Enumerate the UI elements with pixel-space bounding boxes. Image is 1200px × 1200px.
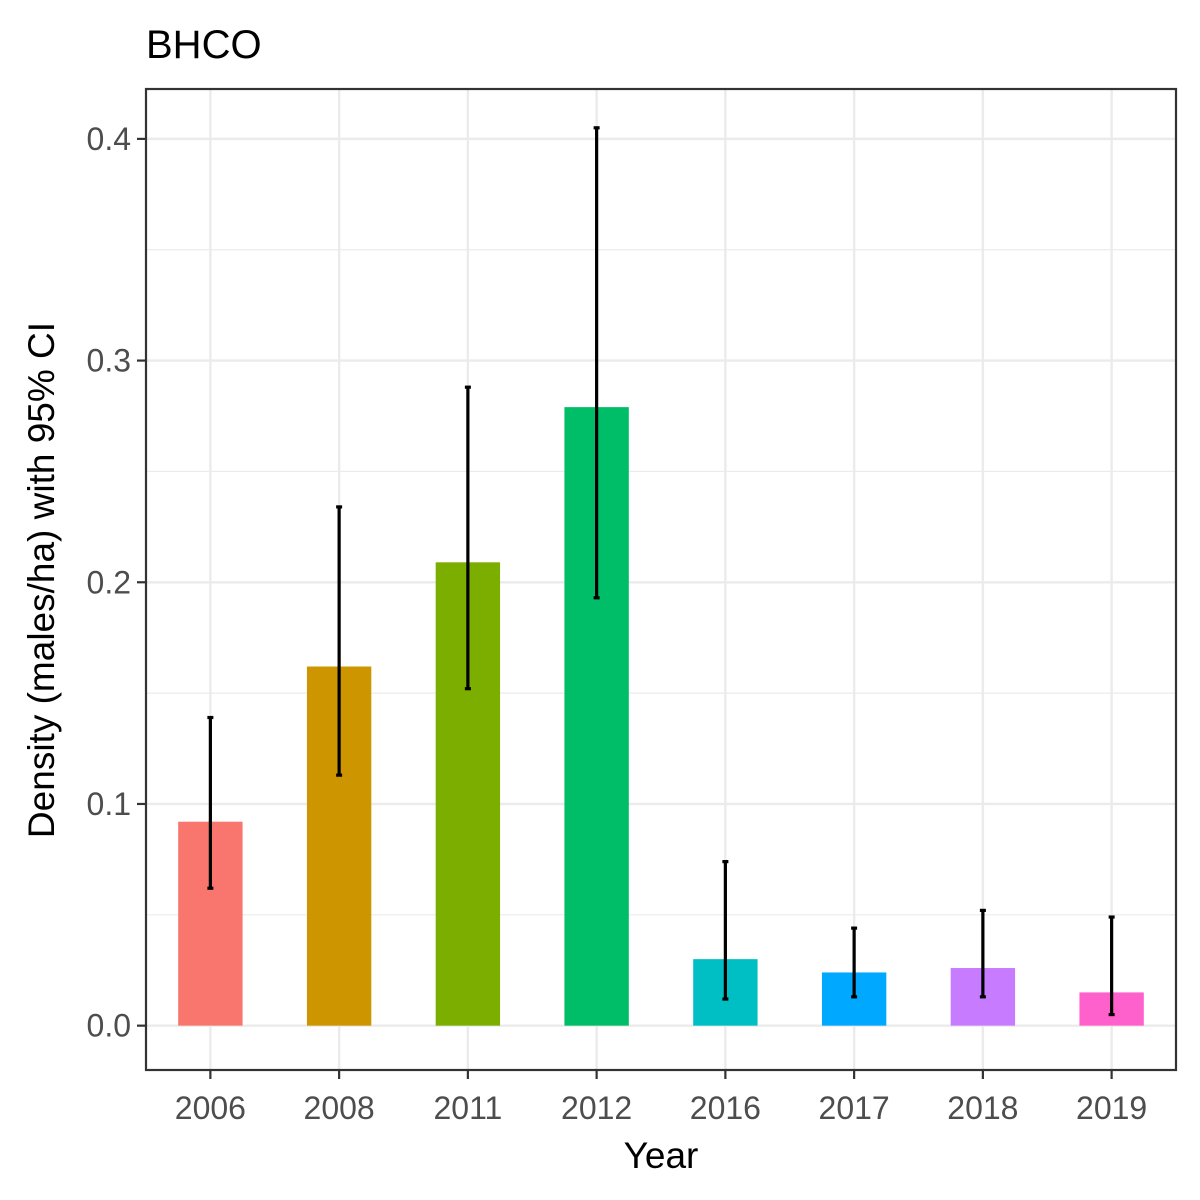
y-axis: 0.0 0.1 0.2 0.3 0.4 bbox=[87, 121, 146, 1044]
x-tick-label: 2018 bbox=[947, 1090, 1018, 1126]
x-tick-label: 2019 bbox=[1076, 1090, 1147, 1126]
x-axis: 2006 2008 2011 2012 2016 2017 2018 2019 bbox=[175, 1070, 1147, 1126]
y-tick-label: 0.2 bbox=[87, 564, 131, 600]
y-tick-label: 0.0 bbox=[87, 1008, 131, 1044]
x-tick-label: 2016 bbox=[690, 1090, 761, 1126]
y-axis-title: Density (males/ha) with 95% CI bbox=[21, 322, 62, 838]
chart-title: BHCO bbox=[146, 23, 262, 67]
x-tick-label: 2017 bbox=[819, 1090, 890, 1126]
x-tick-label: 2012 bbox=[561, 1090, 632, 1126]
plot-panel-border bbox=[144, 87, 1178, 1072]
y-tick-label: 0.3 bbox=[87, 343, 131, 379]
y-tick-label: 0.1 bbox=[87, 786, 131, 822]
x-axis-title: Year bbox=[624, 1135, 699, 1176]
x-tick-label: 2011 bbox=[433, 1090, 502, 1126]
error-bars bbox=[207, 126, 1115, 1017]
y-tick-label: 0.4 bbox=[87, 121, 131, 157]
x-tick-label: 2008 bbox=[304, 1090, 375, 1126]
x-tick-label: 2006 bbox=[175, 1090, 246, 1126]
